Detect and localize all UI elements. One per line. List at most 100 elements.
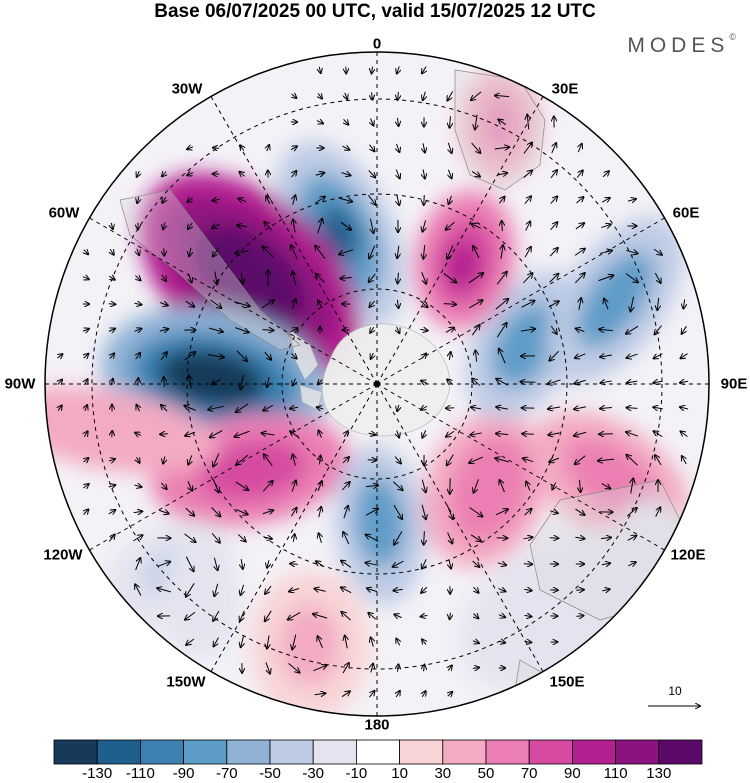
wind-vector xyxy=(523,273,532,284)
wind-vector xyxy=(290,407,299,408)
colorbar xyxy=(53,739,703,765)
wind-vector xyxy=(468,273,483,284)
wind-vector xyxy=(627,381,638,383)
wind-vector xyxy=(84,431,87,436)
wind-vector xyxy=(420,300,427,307)
wind-vector xyxy=(317,407,324,409)
wind-vector xyxy=(522,434,534,435)
wind-vector xyxy=(267,635,269,648)
wind-vector xyxy=(189,375,191,389)
wind-vector xyxy=(524,589,532,590)
wind-vector xyxy=(548,433,560,435)
wind-vector xyxy=(184,406,196,411)
wind-vector xyxy=(396,169,399,179)
wind-vector xyxy=(108,459,115,461)
wind-vector xyxy=(598,275,614,282)
wind-vector xyxy=(654,325,662,335)
wind-vector xyxy=(319,430,322,438)
wind-vector xyxy=(574,380,586,383)
wind-vector xyxy=(367,194,375,205)
wind-vector xyxy=(549,511,558,513)
colorbar-tick-label: -130 xyxy=(82,765,113,782)
wind-vector xyxy=(136,405,139,412)
wind-vector xyxy=(578,144,582,153)
colorbar-tick-label: -110 xyxy=(125,765,155,782)
wind-vector xyxy=(262,481,273,492)
wind-vector xyxy=(424,195,425,205)
colorbar-swatch xyxy=(269,739,314,765)
wind-vector xyxy=(422,354,426,359)
wind-vector xyxy=(339,249,354,255)
wind-vector xyxy=(549,274,559,283)
colorbar-swatch xyxy=(615,739,660,765)
anomaly-contour xyxy=(160,540,240,660)
anomaly-contour xyxy=(280,605,340,685)
wind-vector xyxy=(497,563,506,565)
wind-vector xyxy=(424,665,425,672)
wind-vector xyxy=(134,485,141,487)
wind-vector xyxy=(133,511,143,512)
wind-vector xyxy=(397,194,400,205)
colorbar-swatch xyxy=(572,739,617,765)
wind-vector xyxy=(110,353,114,358)
wind-vector xyxy=(499,197,504,204)
colorbar-tick-label: -70 xyxy=(215,765,238,782)
wind-vector xyxy=(157,588,171,593)
colorbar-tick-label: 50 xyxy=(477,765,495,782)
wind-vector xyxy=(345,636,348,649)
wind-vector xyxy=(317,219,322,234)
wind-vector xyxy=(136,456,139,463)
wind-vector xyxy=(681,431,688,438)
wind-vector xyxy=(108,329,115,332)
south-pole-marker xyxy=(374,381,380,387)
wind-vector xyxy=(292,634,296,650)
colorbar-swatch xyxy=(399,739,444,765)
wind-vector xyxy=(550,170,557,179)
wind-vector xyxy=(365,509,378,516)
wind-vector xyxy=(470,534,481,541)
wind-vector xyxy=(264,351,271,360)
wind-vector xyxy=(236,509,248,515)
wind-vector xyxy=(212,224,221,228)
map-border xyxy=(44,51,710,717)
longitude-label-60e: 60E xyxy=(672,204,700,222)
wind-vector xyxy=(135,558,141,571)
wind-vector xyxy=(601,198,610,202)
wind-vector xyxy=(211,532,220,542)
wind-vector xyxy=(495,509,508,516)
wind-vector xyxy=(443,304,456,305)
wind-vector xyxy=(575,223,584,230)
wind-vector xyxy=(262,510,273,513)
wind-vector xyxy=(447,91,454,100)
wind-vector xyxy=(157,562,170,567)
wind-vector xyxy=(235,327,248,333)
wind-vector xyxy=(137,170,140,177)
colorbar-tick-label: 110 xyxy=(603,765,628,782)
wind-vector xyxy=(498,615,505,618)
wind-vector xyxy=(265,585,272,594)
wind-vector xyxy=(421,615,428,616)
wind-vector xyxy=(235,481,248,490)
anomaly-contour xyxy=(197,438,307,502)
wind-vector xyxy=(163,222,165,230)
wind-vector xyxy=(424,531,425,544)
wind-vector xyxy=(448,692,453,697)
wind-vector xyxy=(601,224,610,227)
wind-vector xyxy=(111,222,113,229)
wind-vector xyxy=(237,534,245,542)
wind-vector xyxy=(469,456,484,463)
wind-vector xyxy=(498,119,506,125)
wind-vector xyxy=(574,273,584,284)
wind-vector xyxy=(421,381,428,384)
wind-vector xyxy=(315,246,326,259)
wind-vector xyxy=(627,354,638,358)
wind-vector xyxy=(262,330,273,331)
wind-vector xyxy=(548,301,559,308)
wind-vector xyxy=(627,199,636,201)
wind-vector xyxy=(575,354,586,358)
wind-vector xyxy=(241,272,243,284)
longitude-label-90e: 90E xyxy=(720,375,748,393)
wind-vector xyxy=(628,562,636,566)
anomaly-contour xyxy=(563,438,661,518)
wind-vector xyxy=(398,92,399,100)
